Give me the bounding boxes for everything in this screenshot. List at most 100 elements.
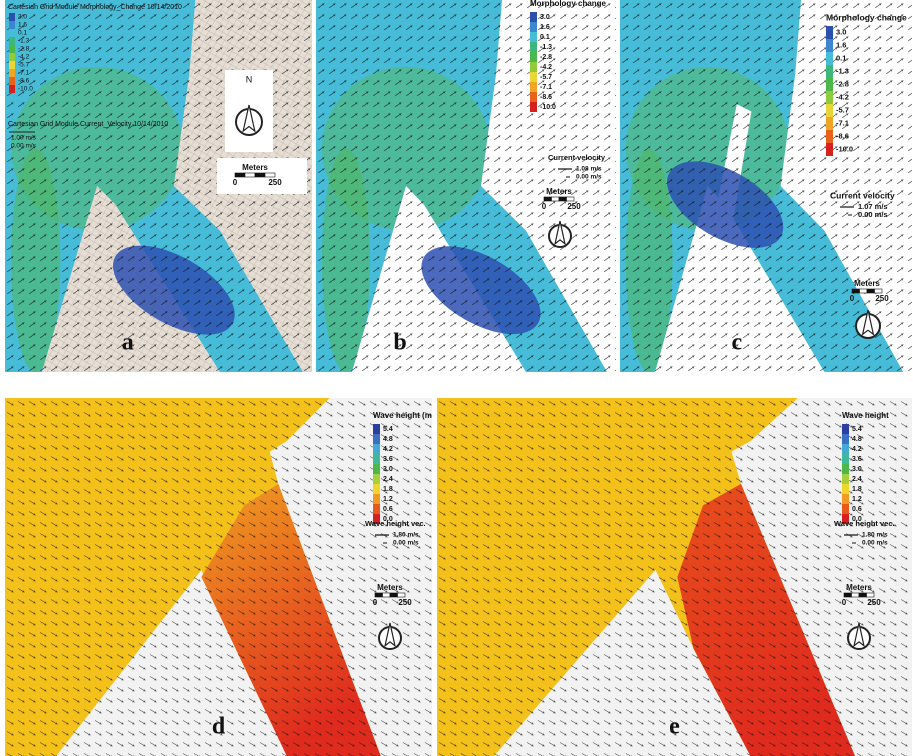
legend-swatch [373, 454, 380, 464]
legend-value: 1.2 [383, 496, 393, 503]
scale-tick: 0 [233, 178, 238, 187]
legend-value: 1.6 [18, 22, 27, 29]
vector-value: 0.00 m/s [11, 143, 37, 150]
vector-value: 0.00 m/s [858, 210, 888, 219]
legend-swatch [9, 85, 15, 93]
legend-value: -1.3 [540, 44, 552, 51]
legend-value: 2.4 [852, 476, 862, 483]
legend-swatch [826, 91, 833, 104]
legend-swatch [826, 26, 833, 39]
legend-swatch [373, 504, 380, 514]
scale-segment [867, 593, 875, 597]
legend-swatch [373, 444, 380, 454]
legend-swatch [9, 21, 15, 29]
legend-swatch [530, 22, 537, 32]
legend-swatch [530, 72, 537, 82]
panel-label: a [122, 330, 134, 356]
scale-title: Meters [854, 279, 880, 288]
legend-value: -7.1 [18, 70, 30, 77]
legend-value: 0.6 [383, 506, 393, 513]
legend-value: 0.1 [836, 53, 846, 62]
legend-value: -4.2 [540, 64, 552, 71]
legend-value: 3.0 [383, 466, 393, 473]
scale-segment [552, 197, 560, 201]
legend-title: Morphology change [826, 12, 907, 22]
legend-swatch [826, 65, 833, 78]
scale-tick: 250 [867, 598, 881, 607]
scale-segment [245, 173, 255, 177]
legend-value: -7.1 [540, 84, 552, 91]
legend-swatch [826, 78, 833, 91]
legend-swatch [826, 117, 833, 130]
scale-segment [875, 289, 883, 293]
figure: Cartesian Grid Module Morphology_Change … [0, 0, 913, 756]
legend-value: -10.0 [540, 104, 556, 111]
legend-value: -2.8 [18, 46, 30, 53]
legend-value: -10.0 [836, 144, 853, 153]
scale-tick: 0 [542, 202, 547, 211]
vector-title: Wave height vec. [834, 519, 895, 528]
scale-segment [235, 173, 245, 177]
legend-value: -2.8 [836, 79, 849, 88]
legend-swatch [842, 504, 849, 514]
legend-swatch [842, 464, 849, 474]
legend-value: 3.0 [836, 27, 846, 36]
scale-tick: 0 [373, 598, 378, 607]
map-panel: Morphology change3.01.60.1-1.3-2.8-4.2-5… [316, 0, 616, 372]
legend-title: Morphology change [530, 0, 607, 8]
vector-title: Current velocity [830, 190, 895, 200]
vector-header: Cartesian Grid Module Current_Velocity 1… [8, 121, 168, 128]
legend-swatch [373, 484, 380, 494]
legend-swatch [530, 42, 537, 52]
panel-label: b [393, 330, 406, 356]
legend-value: -8.6 [540, 94, 552, 101]
legend-value: 0.1 [540, 34, 550, 41]
scale-segment [265, 173, 275, 177]
legend-swatch [373, 494, 380, 504]
scale-segment [844, 593, 852, 597]
scale-tick: 0 [842, 598, 847, 607]
vector-title: Wave height vec. [365, 519, 426, 528]
legend-swatch [530, 92, 537, 102]
panel-label: e [669, 714, 680, 740]
legend-swatch [373, 424, 380, 434]
legend-value: -2.8 [540, 54, 552, 61]
legend-swatch [826, 143, 833, 156]
legend-value: 3.6 [383, 456, 393, 463]
scale-tick: 250 [398, 598, 412, 607]
legend-value: 5.4 [852, 426, 862, 433]
scale-segment [375, 593, 383, 597]
scale-segment [859, 593, 867, 597]
legend-swatch [373, 464, 380, 474]
scale-title: Meters [242, 163, 268, 172]
legend-swatch [9, 37, 15, 45]
scale-tick: 0 [850, 294, 855, 303]
vector-value: 0.00 m/s [862, 540, 888, 547]
map-panel: Cartesian Grid Module Morphology_Change … [5, 0, 312, 372]
legend-swatch [9, 53, 15, 61]
legend-value: 0.1 [18, 30, 27, 37]
legend-value: 1.8 [852, 486, 862, 493]
map-panel: Wave height5.44.84.23.63.02.41.81.20.60.… [437, 398, 912, 756]
scale-tick: 250 [268, 178, 282, 187]
vector-field [5, 398, 432, 756]
vector-field [316, 0, 616, 372]
panel-label: d [212, 714, 226, 740]
map-panel: Morphology change3.01.60.1-1.3-2.8-4.2-5… [620, 0, 912, 372]
legend-value: 0.6 [852, 506, 862, 513]
scale-tick: 250 [875, 294, 889, 303]
legend-swatch [530, 12, 537, 22]
legend-swatch [826, 104, 833, 117]
legend-swatch [9, 13, 15, 21]
vector-value: 1.08 m/s [576, 166, 602, 173]
legend-value: 1.8 [383, 486, 393, 493]
map-panel: Wave height (m)5.44.84.23.63.02.41.81.20… [5, 398, 432, 756]
vector-value: 0.00 m/s [576, 174, 602, 181]
legend-swatch [826, 52, 833, 65]
legend-value: 4.2 [383, 446, 393, 453]
panel-label: c [731, 330, 742, 356]
legend-value: -5.7 [836, 105, 849, 114]
legend-swatch [826, 130, 833, 143]
scale-segment [383, 593, 391, 597]
legend-value: -4.2 [836, 92, 849, 101]
